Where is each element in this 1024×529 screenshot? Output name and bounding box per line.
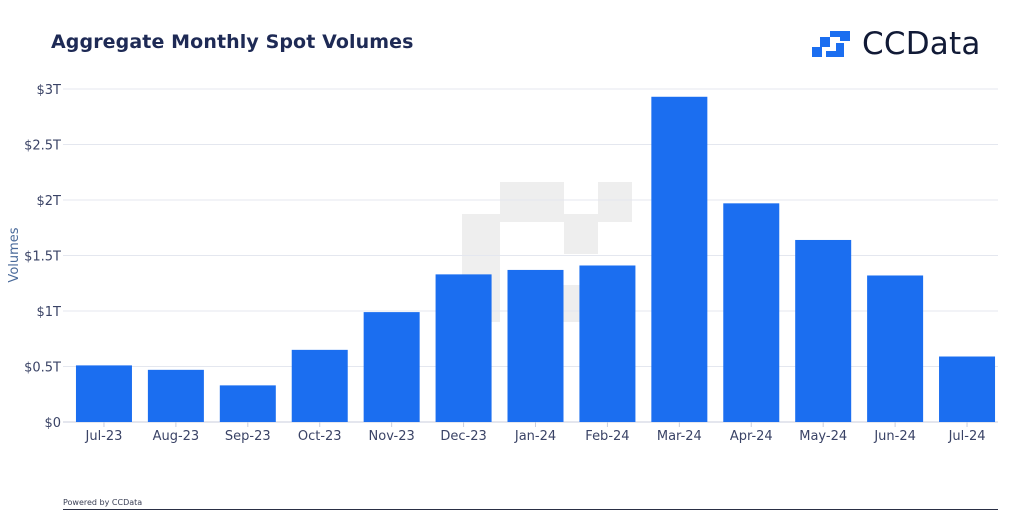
bar: [867, 275, 924, 422]
footer-credit: Powered by CCData: [63, 498, 143, 507]
y-tick-label: $2T: [37, 194, 62, 209]
x-tick-label: Jul-24: [948, 429, 986, 444]
y-tick-label: $1T: [37, 305, 62, 320]
x-tick-label: Aug-23: [153, 429, 200, 444]
bar-chart: $0 $0.5T $1T $1.5T $2T $2.5T $3T Jul-23 Aug-23 S…: [7, 83, 998, 444]
bar: [147, 369, 204, 422]
bar: [363, 312, 420, 422]
bar: [723, 203, 780, 422]
x-tick-label: Oct-23: [298, 429, 342, 444]
bar: [651, 96, 708, 423]
ccdata-logo: CCData: [808, 26, 981, 62]
bar: [507, 269, 564, 422]
bar: [795, 239, 852, 422]
footer-divider: [63, 509, 998, 510]
x-tick-label: Jan-24: [514, 429, 556, 444]
x-tick-label: Mar-24: [657, 429, 702, 444]
x-tick-label: Jun-24: [873, 429, 916, 444]
brand-name: CCData: [862, 26, 981, 62]
x-tick-label: Dec-23: [440, 429, 486, 444]
bar: [579, 265, 636, 422]
y-axis-ticks: $0 $0.5T $1T $1.5T $2T $2.5T $3T: [24, 83, 61, 431]
x-tick-label: Nov-23: [369, 429, 415, 444]
y-tick-label: $3T: [37, 83, 62, 98]
x-tick-label: Feb-24: [585, 429, 629, 444]
y-axis-label: Volumes: [7, 227, 22, 282]
bar: [75, 365, 132, 422]
x-tick-label: Jul-23: [85, 429, 123, 444]
chart-title: Aggregate Monthly Spot Volumes: [51, 31, 414, 53]
bar: [291, 349, 348, 422]
bars: [75, 96, 996, 423]
y-tick-label: $0: [44, 416, 61, 431]
y-tick-label: $0.5T: [24, 361, 61, 376]
y-tick-label: $1.5T: [24, 250, 61, 265]
y-tick-label: $2.5T: [24, 139, 61, 154]
x-tick-label: Apr-24: [730, 429, 773, 444]
bar: [939, 356, 996, 422]
x-axis-ticks: Jul-23 Aug-23 Sep-23 Oct-23 Nov-23 Dec-23 Jan-…: [85, 422, 986, 444]
bar: [219, 385, 276, 422]
bar: [435, 274, 492, 422]
ccdata-logo-icon: [812, 31, 850, 57]
x-tick-label: Sep-23: [225, 429, 271, 444]
x-tick-label: May-24: [799, 429, 847, 444]
